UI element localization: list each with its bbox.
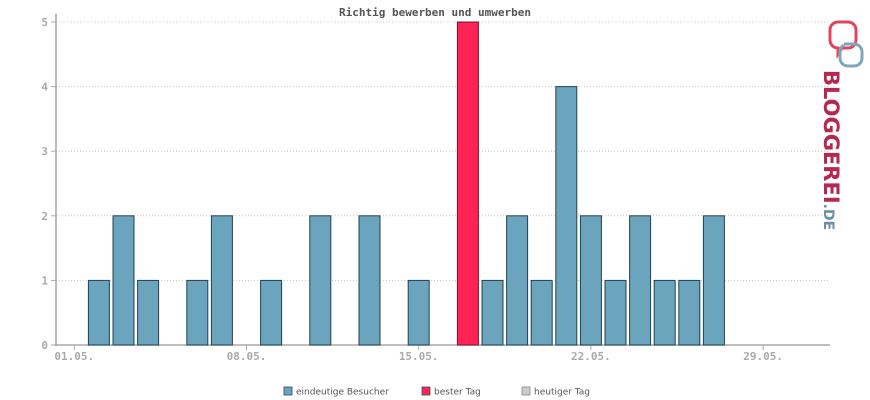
bar	[87, 279, 110, 346]
axes	[51, 14, 830, 350]
bar	[481, 279, 504, 346]
x-tick-label: 22.05.	[571, 350, 611, 363]
y-tick-label: 5	[41, 16, 48, 29]
y-tick-label: 0	[41, 339, 48, 352]
y-tick-label: 1	[41, 274, 48, 287]
bar	[260, 279, 283, 346]
x-tick-label: 08.05.	[227, 350, 267, 363]
bar-best-day	[456, 21, 479, 346]
bar	[555, 86, 578, 346]
bar	[358, 215, 381, 346]
bar	[309, 215, 332, 346]
bar	[506, 215, 529, 346]
logo-text: BLOGGEREI.DE	[819, 70, 843, 230]
legend-label-heutiger-tag: heutiger Tag	[534, 388, 590, 398]
logo-main: BLOGGEREI	[819, 70, 843, 204]
legend-swatch-heutiger-tag	[521, 386, 531, 396]
legend-label-besucher: eindeutige Besucher	[296, 388, 389, 398]
bar	[137, 279, 160, 346]
bars	[87, 21, 725, 346]
bar	[579, 215, 602, 346]
bar	[210, 215, 233, 346]
chart-title: Richtig bewerben und umwerben	[339, 6, 531, 19]
bar	[629, 215, 652, 346]
x-tick-label: 01.05.	[54, 350, 94, 363]
logo-suffix: .DE	[820, 204, 836, 231]
bar	[702, 215, 725, 346]
legend-swatch-besucher	[283, 386, 293, 396]
bar	[407, 279, 430, 346]
x-tick-label: 29.05.	[743, 350, 783, 363]
y-tick-label: 4	[41, 81, 48, 94]
bar	[186, 279, 209, 346]
gridlines	[56, 21, 830, 281]
y-tick-label: 3	[41, 145, 48, 158]
legend-swatch-bester-tag	[421, 386, 431, 396]
speech-bubbles-icon	[828, 20, 864, 68]
bar	[604, 279, 627, 346]
legend: eindeutige Besucher bester Tag heutiger …	[283, 386, 590, 398]
bar	[678, 279, 701, 346]
bar	[530, 279, 553, 346]
x-tick-labels: 01.05. 08.05. 15.05. 22.05. 29.05.	[54, 350, 783, 363]
bar	[653, 279, 676, 346]
legend-label-bester-tag: bester Tag	[434, 388, 481, 398]
y-tick-label: 2	[41, 210, 48, 223]
bloggerei-logo: BLOGGEREI.DE	[819, 20, 864, 230]
y-tick-labels: 0 1 2 3 4 5	[41, 16, 48, 352]
bar	[112, 215, 135, 346]
x-tick-label: 15.05.	[399, 350, 439, 363]
